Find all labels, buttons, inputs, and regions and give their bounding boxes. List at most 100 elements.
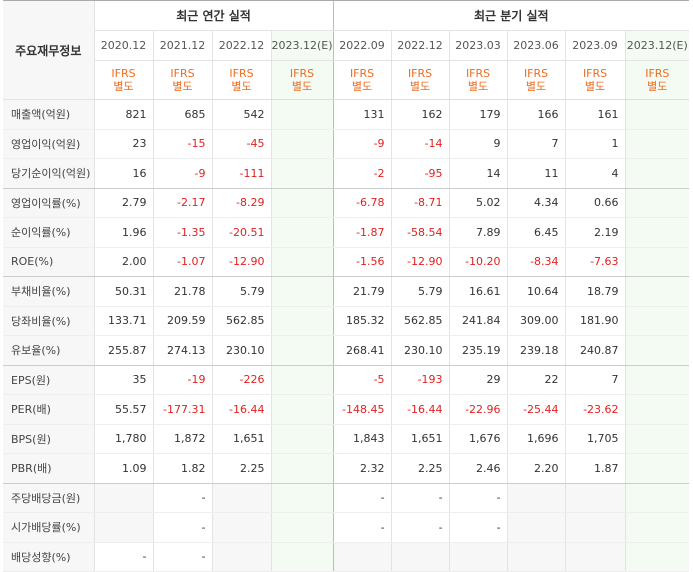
value-cell: [564, 542, 626, 572]
value-cell: 14: [448, 158, 508, 189]
period-header: 2023.03: [448, 30, 508, 61]
value-cell: 1.09: [93, 453, 153, 484]
row-label: PBR(배): [3, 453, 94, 484]
accounting-basis-label: IFRS 별도: [152, 60, 212, 100]
table-row: 당좌비율(%) 133.71 209.59 562.85 185.32 562.85 241…: [3, 306, 690, 336]
value-cell: [270, 424, 334, 454]
value-cell: 4.34: [506, 188, 566, 218]
value-cell: [624, 188, 690, 218]
value-cell: 4: [564, 158, 626, 189]
basis-header-row: IFRS 별도 IFRS 별도 IFRS 별도 IFRS 별도 IFRS 별도 IFRS 별도 IFRS…: [3, 60, 690, 100]
value-cell: 309.00: [506, 306, 566, 336]
basis-line-2: 별도: [409, 80, 431, 93]
period-header-row: 2020.12 2021.12 2022.12 2023.12(E) 2022.09 20…: [3, 30, 690, 61]
value-cell: -: [332, 483, 392, 513]
value-cell: 1.82: [152, 453, 212, 484]
value-cell: [624, 129, 690, 159]
value-cell: -: [448, 483, 508, 513]
value-cell: [270, 365, 334, 395]
row-label: 배당성향(%): [3, 542, 94, 572]
table-row: 순이익률(%) 1.96 -1.35 -20.51 -1.87 -58.54 7.89 6.4…: [3, 217, 690, 248]
value-cell: 268.41: [332, 335, 392, 366]
value-cell: -5: [332, 365, 392, 395]
value-cell: 240.87: [564, 335, 626, 366]
value-cell: 21.78: [152, 276, 212, 307]
value-cell: [211, 512, 271, 543]
value-cell: 2.46: [448, 453, 508, 484]
period-header: 2020.12: [93, 30, 153, 61]
value-cell: 9: [448, 129, 508, 159]
value-cell: [624, 217, 690, 248]
period-header: 2022.09: [332, 30, 392, 61]
value-cell: 821: [93, 99, 153, 130]
table-corner-label: 주요재무정보: [3, 0, 94, 100]
value-cell: -1.56: [332, 247, 392, 277]
row-label: 매출액(억원): [3, 99, 94, 130]
value-cell: -: [152, 512, 212, 543]
value-cell: 235.19: [448, 335, 508, 366]
row-label: 영업이익(억원): [3, 129, 94, 159]
value-cell: 230.10: [211, 335, 271, 366]
value-cell: [332, 542, 392, 572]
value-cell: 685: [152, 99, 212, 130]
value-cell: [270, 512, 334, 543]
value-cell: 1,705: [564, 424, 626, 454]
value-cell: -9: [332, 129, 392, 159]
basis-line-1: IFRS: [170, 67, 195, 80]
value-cell: 16: [93, 158, 153, 189]
value-cell: 542: [211, 99, 271, 130]
value-cell: [624, 99, 690, 130]
value-cell: 29: [448, 365, 508, 395]
value-cell: [506, 542, 566, 572]
value-cell: [270, 453, 334, 484]
value-cell: -: [390, 483, 450, 513]
basis-line-2: 별도: [172, 80, 193, 93]
basis-line-2: 별도: [351, 80, 373, 93]
value-cell: 2.79: [93, 188, 153, 218]
value-cell: 18.79: [564, 276, 626, 307]
value-cell: [270, 188, 334, 218]
value-cell: 5.79: [211, 276, 271, 307]
value-cell: 0.66: [564, 188, 626, 218]
value-cell: [211, 542, 271, 572]
period-header: 2023.12(E): [270, 30, 334, 61]
value-cell: [624, 394, 690, 425]
value-cell: -15: [152, 129, 212, 159]
table-row: BPS(원) 1,780 1,872 1,651 1,843 1,651 1,676 1,69…: [3, 424, 690, 454]
value-cell: [624, 158, 690, 189]
value-cell: 1,651: [211, 424, 271, 454]
period-header: 2022.12: [390, 30, 450, 61]
value-cell: 7: [506, 129, 566, 159]
accounting-basis-label: IFRS 별도: [211, 60, 271, 100]
period-header: 2023.09: [564, 30, 626, 61]
basis-line-2: 별도: [113, 80, 134, 93]
value-cell: [624, 483, 690, 513]
value-cell: [93, 512, 153, 543]
table-row: 부채비율(%) 50.31 21.78 5.79 21.79 5.79 16.61 10.64…: [3, 276, 690, 307]
table-row: EPS(원) 35 -19 -226 -5 -193 29 22 7: [3, 365, 690, 395]
value-cell: 11: [506, 158, 566, 189]
row-label: 당좌비율(%): [3, 306, 94, 336]
value-cell: [270, 483, 334, 513]
table-row: ROE(%) 2.00 -1.07 -12.90 -1.56 -12.90 -10.20 -8…: [3, 247, 690, 277]
table-row: PER(배) 55.57 -177.31 -16.44 -148.45 -16.44 -22…: [3, 394, 690, 425]
value-cell: -1.35: [152, 217, 212, 248]
value-cell: [270, 306, 334, 336]
value-cell: -2: [332, 158, 392, 189]
basis-line-2: 별도: [584, 80, 606, 93]
basis-line-1: IFRS: [465, 67, 491, 80]
value-cell: 255.87: [93, 335, 153, 366]
value-cell: 2.32: [332, 453, 392, 484]
value-cell: -226: [211, 365, 271, 395]
value-cell: 562.85: [211, 306, 271, 336]
table-row: 당기순이익(억원) 16 -9 -111 -2 -95 14 11 4: [3, 158, 690, 189]
value-cell: -20.51: [211, 217, 271, 248]
value-cell: 35: [93, 365, 153, 395]
value-cell: 241.84: [448, 306, 508, 336]
value-cell: 5.79: [390, 276, 450, 307]
value-cell: [624, 424, 690, 454]
accounting-basis-label: IFRS 별도: [564, 60, 626, 100]
value-cell: [506, 483, 566, 513]
value-cell: 185.32: [332, 306, 392, 336]
value-cell: [564, 483, 626, 513]
